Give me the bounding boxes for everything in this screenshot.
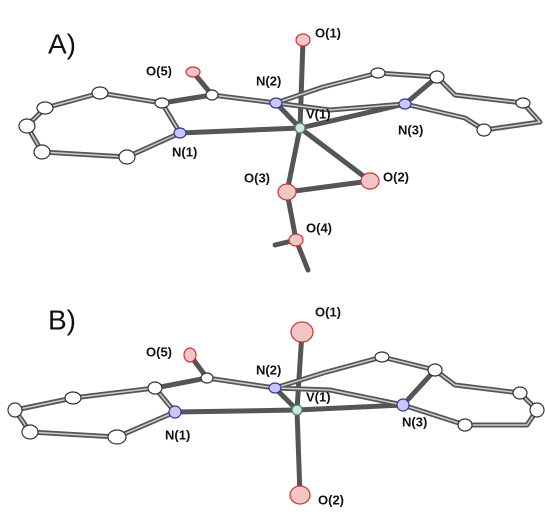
atom [397,399,409,411]
atom [361,173,379,189]
bond [15,388,175,437]
atom [530,403,544,417]
atom [513,387,527,399]
atom [174,128,186,138]
atom [206,90,218,100]
atom-label: O(5) [146,63,172,78]
atom-label: N(1) [172,144,197,159]
atom [108,430,126,444]
atom-label: N(2) [256,362,281,377]
atom [8,403,22,417]
atom-label: V(1) [306,389,331,404]
panel-a: A) [19,25,540,270]
atom [430,71,444,83]
atom [296,34,310,46]
atom [155,98,169,108]
atoms [19,34,530,246]
atom [34,145,50,159]
atom [290,486,310,504]
atom [371,68,385,78]
atom-label: O(1) [315,304,341,319]
atom-label: O(1) [315,25,341,40]
atom [269,383,281,393]
atom [65,392,81,404]
atom [37,102,53,114]
atom-label: N(3) [398,122,423,137]
figure: A) [0,0,545,512]
atom [516,98,530,108]
atom [270,98,282,108]
atom-label: O(4) [306,220,332,235]
atom [458,419,472,431]
bond [175,405,403,412]
bonds [15,332,537,495]
bond [155,355,207,388]
atom-label: O(3) [244,170,270,185]
atom [201,373,213,383]
panel-label: A) [48,28,76,59]
atom [92,87,108,99]
atom [19,119,35,133]
atom [186,67,200,77]
atom-label: V(1) [306,106,331,121]
atom-label: N(1) [165,427,190,442]
atoms [8,322,544,504]
bond [403,370,435,405]
atom [292,405,302,415]
atom-label: N(2) [256,73,281,88]
bond [287,128,370,192]
atom [119,150,135,164]
atom [428,364,442,376]
atom [278,184,296,200]
atom-label: O(2) [318,492,344,507]
atom [22,425,38,439]
atom [291,322,313,342]
atom-label: O(5) [146,344,172,359]
atom [289,234,303,246]
bonds [27,40,540,270]
panel-label: B) [48,304,76,335]
atom-label: N(3) [402,414,427,429]
panel-b: B) [8,304,544,507]
atom [184,348,196,362]
atom [477,124,491,136]
atom-label: O(2) [383,169,409,184]
atom [148,382,162,394]
atom [399,99,411,109]
atom [295,123,305,133]
atom [375,352,389,362]
atom [169,406,181,418]
